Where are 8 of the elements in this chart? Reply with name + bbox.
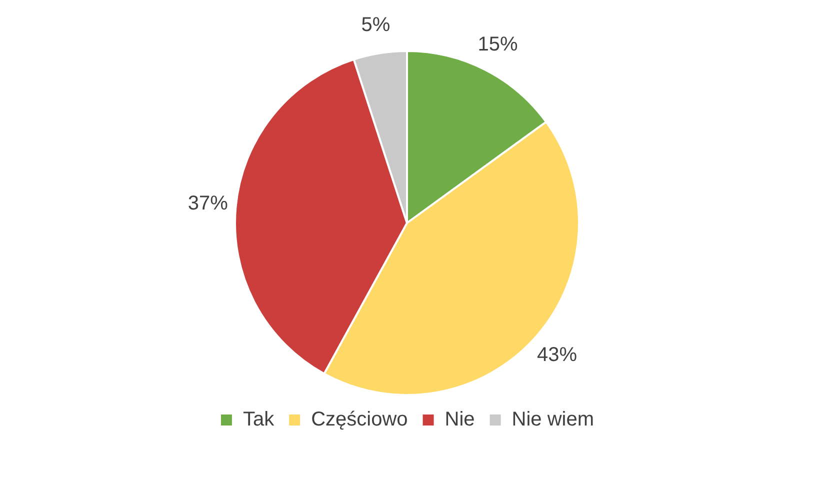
data-label: 5% <box>361 14 390 36</box>
data-label: 15% <box>478 33 518 56</box>
data-label: 43% <box>537 344 578 366</box>
legend-label: Nie wiem <box>512 408 594 431</box>
legend-label: Nie <box>444 408 475 431</box>
legend-label: Częściowo <box>311 408 408 431</box>
data-label: 37% <box>188 192 228 215</box>
legend-label: Tak <box>242 408 276 431</box>
